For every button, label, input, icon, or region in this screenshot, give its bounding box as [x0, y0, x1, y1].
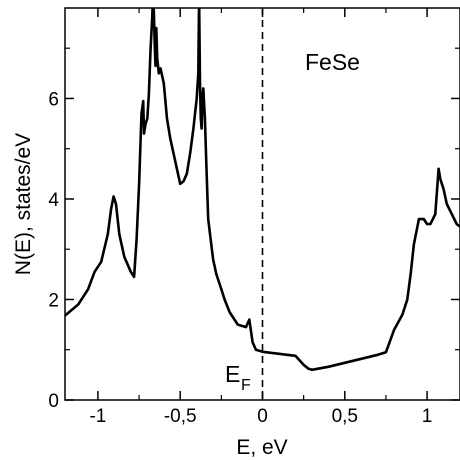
dos-series-line: [65, 8, 460, 372]
x-tick-label: -0,5: [164, 406, 197, 427]
x-tick-label: 0,5: [332, 406, 358, 427]
y-tick-label: 2: [48, 290, 59, 311]
material-annotation: FeSe: [305, 49, 360, 75]
fermi-annotation: E F: [225, 361, 251, 394]
x-tick-label: 0: [257, 406, 268, 427]
y-axis-title: N(E), states/eV: [12, 133, 35, 275]
y-tick-label: 4: [48, 190, 59, 211]
x-tick-label: 1: [422, 406, 433, 427]
x-tick-label: -1: [89, 406, 106, 427]
y-tick-label: 0: [48, 391, 59, 412]
x-axis-title: E, eV: [236, 436, 287, 459]
fermi-label-sub: F: [241, 377, 251, 394]
fermi-label-main: E: [225, 361, 240, 387]
y-tick-label: 6: [48, 89, 59, 110]
